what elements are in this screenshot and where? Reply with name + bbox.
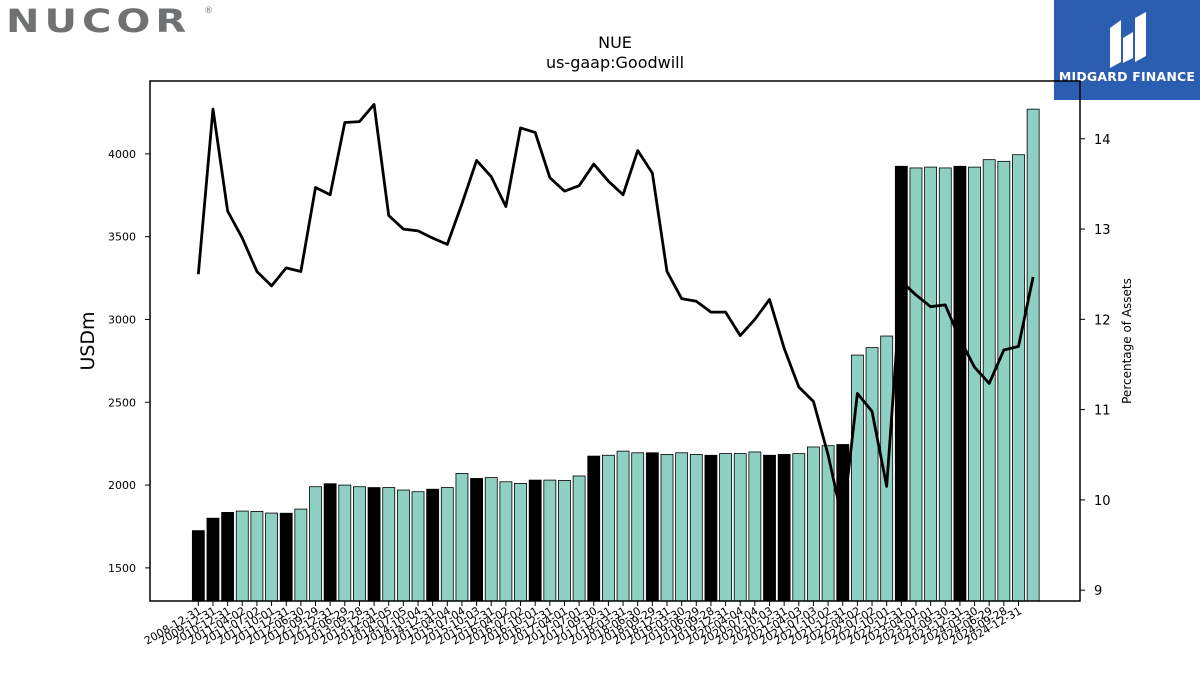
chart-subtitle: us-gaap:Goodwill <box>546 53 684 72</box>
bar <box>294 508 308 602</box>
bar <box>616 450 630 602</box>
bar <box>426 488 440 602</box>
brand-name: MIDGARD FINANCE <box>1058 69 1196 84</box>
bar <box>909 167 923 602</box>
bar <box>367 487 381 602</box>
bar <box>265 512 278 602</box>
midgard-finance-logo: MIDGARD FINANCE <box>1054 0 1200 100</box>
bar <box>191 530 205 602</box>
bar <box>777 454 791 602</box>
nucor-logo: NUCOR <box>6 2 192 40</box>
bar <box>748 451 762 602</box>
bar <box>250 511 264 602</box>
bar <box>221 512 235 602</box>
bar <box>997 160 1011 602</box>
bar <box>1026 108 1040 602</box>
bar <box>470 478 483 602</box>
bar <box>938 167 952 602</box>
line-layer <box>196 103 1035 523</box>
bar <box>440 487 454 602</box>
y2-axis-label: Percentage of Assets <box>1120 278 1134 404</box>
bar <box>953 165 967 602</box>
chart-title: NUE <box>598 33 632 52</box>
bar <box>894 165 908 602</box>
y2-tick-label: 13 <box>1094 223 1111 238</box>
bar <box>206 517 220 602</box>
y-tick-label: 2500 <box>108 396 136 409</box>
bar <box>1012 154 1025 602</box>
bar <box>279 512 293 602</box>
bar <box>309 486 322 602</box>
y2-tick-label: 14 <box>1094 133 1111 148</box>
bar <box>353 486 366 602</box>
bar <box>235 510 249 602</box>
bar <box>792 453 806 602</box>
y-tick-label: 3000 <box>108 313 136 326</box>
bar <box>455 473 469 602</box>
bar <box>323 483 337 602</box>
y2-tick-label: 9 <box>1094 584 1102 599</box>
bar <box>382 487 396 602</box>
bar <box>411 491 425 602</box>
y2-tick-label: 11 <box>1094 404 1111 419</box>
percentage-line <box>196 103 1035 523</box>
bar <box>675 452 689 602</box>
y2-tick-label: 10 <box>1094 494 1111 509</box>
bar <box>499 481 513 602</box>
bar <box>587 455 601 602</box>
midgard-logo-icon <box>1110 12 1146 68</box>
y-tick-label: 3500 <box>108 231 136 244</box>
y-tick-label: 1500 <box>108 562 136 575</box>
bar <box>396 489 410 602</box>
bar <box>602 454 615 602</box>
bar <box>338 484 352 602</box>
bar <box>514 483 527 602</box>
bar <box>543 479 557 602</box>
registered-mark: ® <box>204 6 213 16</box>
bar <box>484 477 498 602</box>
bar <box>763 454 776 602</box>
bar <box>924 166 938 602</box>
bars-layer <box>191 108 1040 602</box>
bar <box>631 452 645 602</box>
bar <box>689 454 703 602</box>
bar <box>719 453 732 602</box>
bar <box>968 166 981 602</box>
plot-frame <box>149 80 1081 602</box>
bar <box>704 454 718 602</box>
y-tick-label: 4000 <box>108 148 136 161</box>
bar <box>528 479 542 602</box>
bar <box>865 347 879 602</box>
y-tick-label: 2000 <box>108 479 136 492</box>
y-axis-label: USDm <box>77 311 99 370</box>
bar <box>660 454 674 602</box>
bar <box>733 453 747 602</box>
y2-tick-label: 12 <box>1094 313 1111 328</box>
bar <box>807 446 820 602</box>
bar <box>572 475 586 602</box>
bar <box>558 480 571 602</box>
bar <box>645 452 659 602</box>
